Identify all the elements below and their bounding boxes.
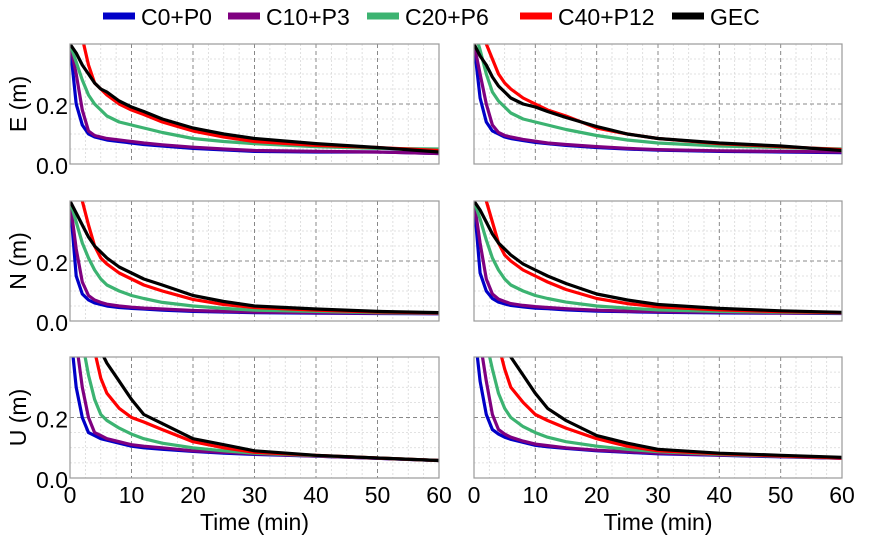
- legend-item: GEC: [672, 4, 760, 30]
- panel-frame: [69, 43, 440, 165]
- panel: 0.0 0.2U (m) 0 10 20 30 40 50 60 Time (min): [5, 356, 452, 535]
- x-tick-label: 20: [180, 482, 206, 508]
- y-tick-label: 0.0: [36, 467, 68, 493]
- y-axis-label: E (m): [5, 76, 31, 132]
- series-line-gec: [102, 357, 439, 463]
- panels: 0.00.2E (m)0.00.2N (m)0.00.2U (m)0 10 20 30…: [5, 43, 855, 535]
- x-axis-label: Time (min): [200, 509, 309, 535]
- y-tick-label: 0.0: [36, 153, 68, 179]
- series-line-gec: [509, 357, 842, 459]
- panel-frame: [473, 356, 843, 479]
- legend-item: C20+P6: [367, 4, 489, 30]
- legend-item: C0+P0: [103, 4, 212, 30]
- panel: 0.0 0.2E (m): [5, 43, 440, 179]
- legend-label: C40+P12: [558, 4, 655, 30]
- x-tick-label: 60: [829, 482, 855, 508]
- y-tick-label: 0.0: [36, 310, 68, 336]
- series-line-c20-p6: [476, 44, 842, 151]
- x-tick-label: 40: [707, 482, 733, 508]
- x-tick-label: 60: [426, 482, 452, 508]
- y-tick-label: 0.2: [36, 407, 68, 433]
- series-line-c20-p6: [70, 201, 439, 315]
- series-line-gec: [474, 44, 842, 153]
- x-tick-label: 40: [303, 482, 329, 508]
- legend-item: C10+P3: [228, 4, 350, 30]
- y-axis-label: U (m): [5, 389, 31, 446]
- x-tick-label: 20: [584, 482, 610, 508]
- series-line-c40-p12: [82, 44, 439, 153]
- x-tick-label: 10: [523, 482, 549, 508]
- series-line-c20-p6: [474, 201, 842, 315]
- legend-label: C20+P6: [405, 4, 489, 30]
- legend-label: C0+P0: [141, 4, 212, 30]
- x-tick-label: 10: [119, 482, 145, 508]
- legend-label: GEC: [710, 4, 760, 30]
- x-tick-label: 30: [242, 482, 268, 508]
- x-tick-label: 50: [768, 482, 794, 508]
- panel: 0 10 20 30 40 50 60 Time (min): [468, 356, 855, 535]
- panel-frame: [473, 43, 843, 165]
- series-line-c10-p3: [70, 44, 439, 156]
- x-tick-label: 0: [64, 482, 77, 508]
- legend-item: C40+P12: [520, 4, 655, 30]
- x-axis-label: Time (min): [603, 509, 712, 535]
- series-line-gec: [70, 201, 439, 315]
- series-line-gec: [474, 201, 842, 314]
- x-tick-label: 50: [365, 482, 391, 508]
- panel-frame: [69, 200, 440, 322]
- panel: [473, 43, 843, 165]
- series-line-c40-p12: [484, 201, 842, 315]
- series-line-c20-p6: [70, 44, 439, 151]
- series-line-gec: [70, 44, 439, 154]
- y-tick-label: 0.2: [36, 250, 68, 276]
- panel: [473, 200, 843, 322]
- panel: 0.0 0.2N (m): [5, 200, 440, 336]
- x-tick-label: 0: [468, 482, 481, 508]
- legend: C0+P0 C10+P3 C20+P6 C40+P12 GEC: [103, 4, 760, 30]
- series-line-c10-p3: [474, 44, 842, 154]
- y-tick-label: 0.2: [36, 93, 68, 119]
- panel-frame: [69, 356, 440, 479]
- legend-label: C10+P3: [266, 4, 350, 30]
- panel-frame: [473, 200, 843, 322]
- x-tick-label: 30: [645, 482, 671, 508]
- y-axis-label: N (m): [5, 232, 31, 289]
